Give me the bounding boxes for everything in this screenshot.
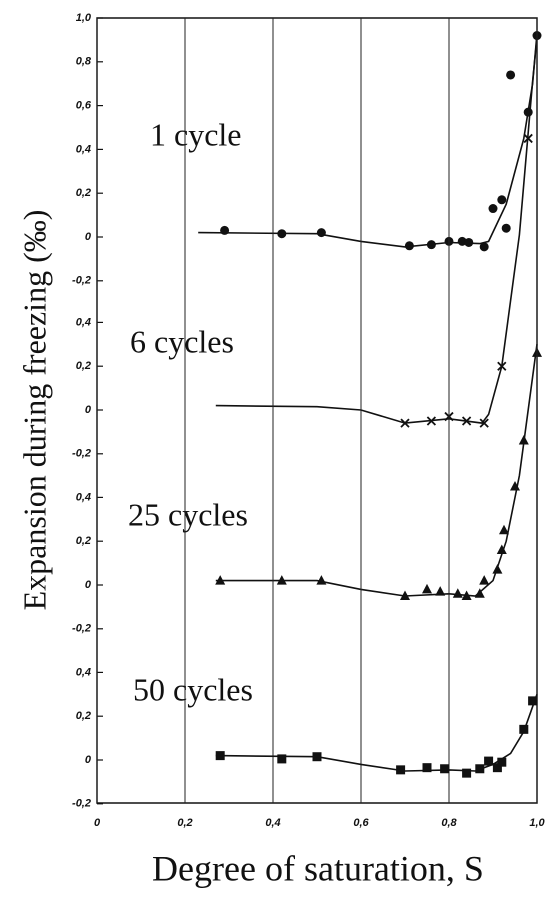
x-tick-label: 0,4 bbox=[265, 817, 280, 829]
point bbox=[475, 764, 485, 774]
point bbox=[492, 763, 502, 773]
point bbox=[435, 586, 446, 596]
y-tick-label: 0 bbox=[85, 231, 92, 243]
point bbox=[528, 696, 538, 706]
y-tick-label: -0,2 bbox=[72, 448, 91, 460]
point bbox=[426, 416, 437, 426]
point bbox=[220, 225, 230, 235]
x-tick-label: 0,8 bbox=[441, 817, 457, 829]
point bbox=[488, 204, 498, 214]
point bbox=[316, 228, 326, 238]
point bbox=[497, 195, 507, 205]
y-tick-label: 0 bbox=[85, 579, 92, 591]
point bbox=[479, 418, 489, 428]
point bbox=[518, 434, 529, 445]
y-axis-label: Expansion during freezing (‰) bbox=[16, 210, 52, 611]
point bbox=[396, 765, 406, 775]
y-tick-label: 1,0 bbox=[76, 12, 92, 24]
y-tick-label: -0,2 bbox=[72, 275, 91, 287]
y-tick-label: 0,8 bbox=[76, 56, 92, 68]
point bbox=[462, 768, 472, 778]
point bbox=[426, 240, 436, 250]
x-tick-label: 0 bbox=[94, 817, 101, 829]
point bbox=[215, 751, 225, 761]
x-axis-label: Degree of saturation, S bbox=[152, 848, 484, 888]
point bbox=[312, 752, 322, 762]
point bbox=[215, 575, 226, 585]
point bbox=[461, 590, 472, 600]
y-tick-label: 0,4 bbox=[76, 666, 91, 678]
x-tick-label: 0,2 bbox=[177, 817, 192, 829]
x-tick-label: 1,0 bbox=[529, 817, 545, 829]
point bbox=[519, 724, 529, 734]
y-tick-label: 0,4 bbox=[76, 316, 91, 328]
point bbox=[510, 480, 520, 491]
point bbox=[400, 418, 410, 428]
y-tick-label: -0,2 bbox=[72, 623, 91, 635]
point bbox=[492, 564, 503, 574]
point bbox=[461, 416, 472, 426]
y-tick-label: 0,2 bbox=[76, 360, 91, 372]
point bbox=[479, 575, 490, 585]
point bbox=[497, 757, 507, 767]
x-tick-label: 0,6 bbox=[353, 817, 369, 829]
y-tick-label: 0 bbox=[85, 754, 92, 766]
point bbox=[440, 764, 450, 774]
y-tick-label: 0 bbox=[85, 404, 92, 416]
point bbox=[497, 361, 507, 371]
point bbox=[496, 544, 507, 554]
fit-curve bbox=[215, 343, 538, 597]
y-tick-label: -0,2 bbox=[72, 798, 91, 810]
y-tick-label: 0,4 bbox=[76, 143, 91, 155]
point bbox=[523, 133, 533, 144]
point bbox=[479, 242, 489, 252]
point bbox=[523, 107, 533, 117]
panel-label: 6 cycles bbox=[130, 323, 234, 359]
point bbox=[277, 229, 287, 239]
point bbox=[457, 236, 467, 246]
panel-label: 25 cycles bbox=[128, 496, 248, 532]
y-tick-label: 0,2 bbox=[76, 187, 91, 199]
point bbox=[276, 575, 287, 585]
panel-label: 1 cycle bbox=[150, 116, 242, 152]
point bbox=[422, 583, 432, 594]
point bbox=[484, 756, 494, 766]
point bbox=[464, 237, 474, 247]
point bbox=[452, 588, 463, 598]
point bbox=[499, 524, 509, 535]
y-tick-label: 0,2 bbox=[76, 535, 91, 547]
point bbox=[474, 588, 485, 598]
point bbox=[506, 70, 516, 80]
y-tick-label: 0,6 bbox=[76, 100, 92, 112]
point bbox=[316, 575, 327, 585]
y-tick-label: 0,4 bbox=[76, 491, 91, 503]
point bbox=[422, 763, 432, 773]
point bbox=[501, 223, 511, 233]
fit-curve bbox=[215, 37, 538, 424]
point bbox=[277, 754, 287, 764]
panel-label: 50 cycles bbox=[133, 671, 253, 707]
point bbox=[400, 590, 410, 600]
y-tick-label: 0,2 bbox=[76, 710, 91, 722]
point bbox=[404, 241, 414, 251]
fit-curve bbox=[198, 33, 538, 248]
